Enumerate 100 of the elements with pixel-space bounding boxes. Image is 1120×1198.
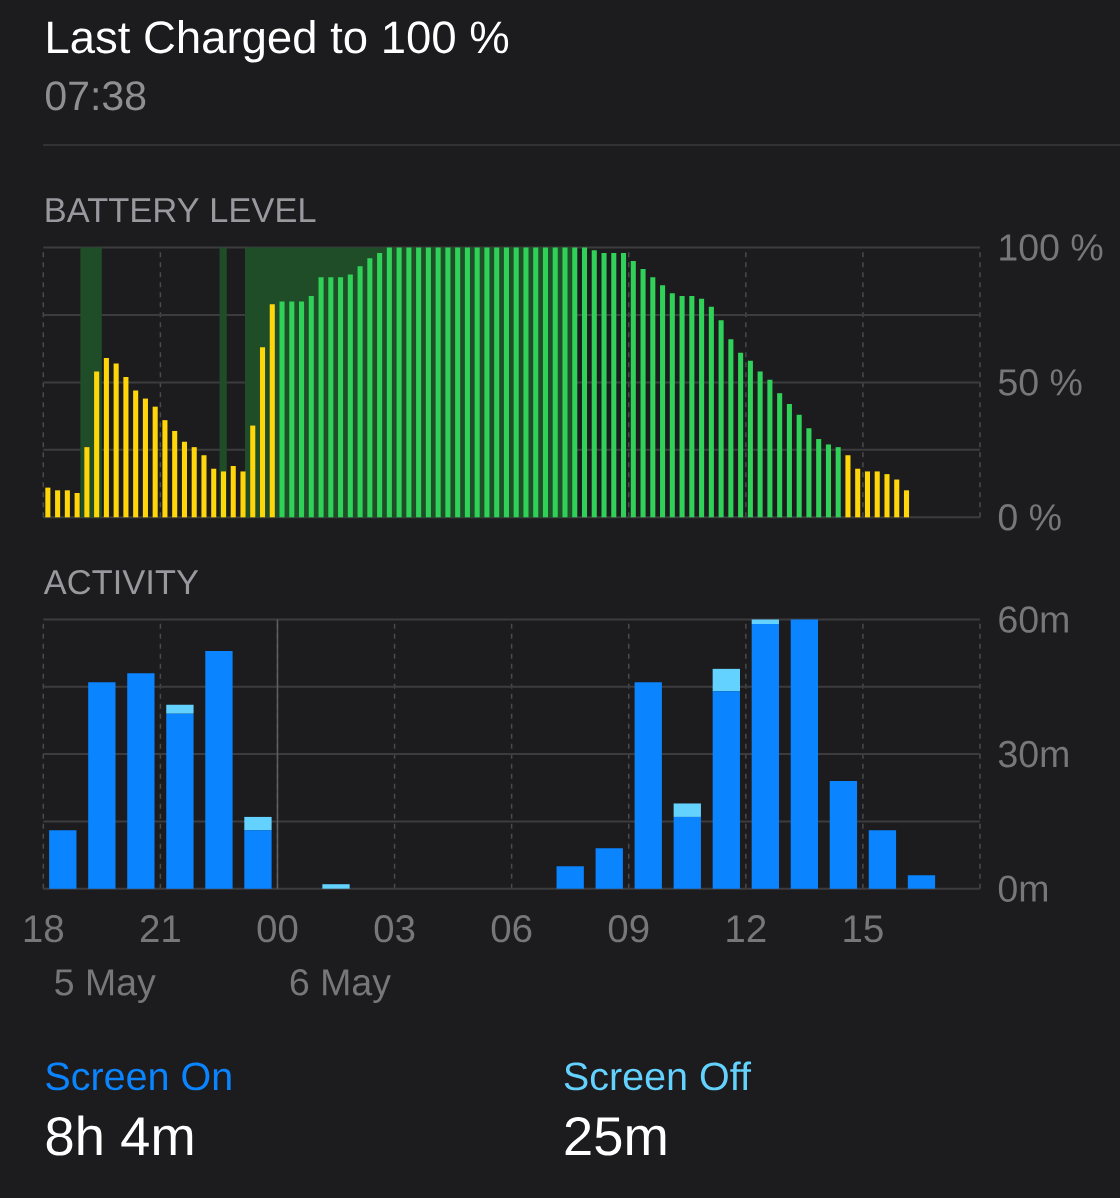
bar xyxy=(289,301,295,518)
x-tick-label: 03 xyxy=(374,915,415,943)
text: Screen On xyxy=(46,1062,231,1091)
bar xyxy=(601,252,607,518)
bar xyxy=(74,493,80,518)
bar xyxy=(322,884,350,889)
bar xyxy=(94,371,100,518)
bar xyxy=(747,360,753,518)
y-tick-label: 50 % xyxy=(998,369,1082,396)
bar xyxy=(49,830,77,889)
x-tick-label: 00 xyxy=(257,915,298,943)
bar xyxy=(484,247,490,518)
bar xyxy=(142,398,148,518)
bar xyxy=(630,260,636,518)
bar xyxy=(220,471,227,518)
bar xyxy=(767,379,773,518)
bar xyxy=(712,668,740,692)
bar xyxy=(64,490,70,518)
bar xyxy=(718,320,724,518)
text: 5 May xyxy=(55,969,156,1003)
bar xyxy=(660,285,666,518)
bar xyxy=(673,803,701,817)
text: Last Charged to 100 % xyxy=(48,20,509,63)
bar xyxy=(673,816,701,889)
chart-title: BATTERY LEVEL xyxy=(46,198,316,222)
x-tick-label: 21 xyxy=(140,915,180,942)
bar xyxy=(127,673,155,889)
text: 07:38 xyxy=(46,81,146,111)
bar xyxy=(757,371,763,518)
bar xyxy=(669,293,675,518)
bar xyxy=(328,277,334,518)
bar xyxy=(591,250,597,518)
bar xyxy=(650,277,656,518)
bar xyxy=(581,247,588,518)
bar xyxy=(874,471,880,518)
bar xyxy=(162,420,168,518)
bar xyxy=(738,352,744,518)
bar xyxy=(269,304,275,518)
bar xyxy=(244,816,272,831)
bar xyxy=(845,455,851,518)
bar xyxy=(201,455,207,518)
bar xyxy=(708,306,714,518)
bar xyxy=(347,274,353,518)
bar xyxy=(386,247,392,518)
bar xyxy=(103,358,109,518)
text: 8h 4m xyxy=(46,1115,193,1156)
bar xyxy=(464,247,470,518)
bar xyxy=(191,447,197,518)
bar xyxy=(230,466,236,518)
bar xyxy=(806,428,812,518)
bar xyxy=(181,441,187,518)
bar xyxy=(562,247,568,518)
bar xyxy=(790,619,819,889)
bar xyxy=(45,487,51,518)
bar xyxy=(640,269,646,518)
bar xyxy=(552,247,558,518)
bar xyxy=(816,439,822,518)
bar xyxy=(259,347,266,518)
bar xyxy=(240,471,246,518)
bar xyxy=(634,682,662,889)
bar xyxy=(133,390,139,518)
bar xyxy=(474,247,480,518)
bar xyxy=(166,713,194,889)
bar xyxy=(533,247,539,518)
bar xyxy=(523,247,529,518)
bar xyxy=(55,490,61,518)
x-tick-label: 15 xyxy=(844,915,883,943)
bar xyxy=(211,468,217,518)
y-tick-label: 30m xyxy=(998,740,1068,768)
bar xyxy=(250,425,256,518)
bar xyxy=(357,266,363,518)
x-tick-label: 18 xyxy=(24,915,64,943)
bar xyxy=(244,830,272,889)
bar xyxy=(88,682,116,889)
bar xyxy=(513,247,519,518)
bar xyxy=(786,403,792,518)
bar xyxy=(308,296,314,518)
bar xyxy=(611,252,617,518)
bar xyxy=(689,296,695,518)
bar xyxy=(318,277,324,518)
bar xyxy=(455,247,461,518)
bar xyxy=(338,277,344,518)
bar xyxy=(84,447,90,518)
x-tick-label: 09 xyxy=(608,915,649,943)
bar xyxy=(855,468,861,518)
bar xyxy=(205,650,233,889)
y-tick-label: 60m xyxy=(999,606,1068,633)
bar xyxy=(595,848,623,889)
bar xyxy=(172,430,178,518)
bar xyxy=(777,393,783,518)
y-tick-label: 0m xyxy=(998,875,1048,902)
bar xyxy=(621,252,627,518)
bar xyxy=(572,247,578,518)
bar xyxy=(864,471,870,518)
bar xyxy=(679,296,685,518)
y-tick-label: 100 % xyxy=(1000,234,1103,261)
text: Screen Off xyxy=(564,1061,752,1091)
bar xyxy=(396,247,402,518)
bar xyxy=(835,447,841,518)
bar xyxy=(367,258,373,518)
